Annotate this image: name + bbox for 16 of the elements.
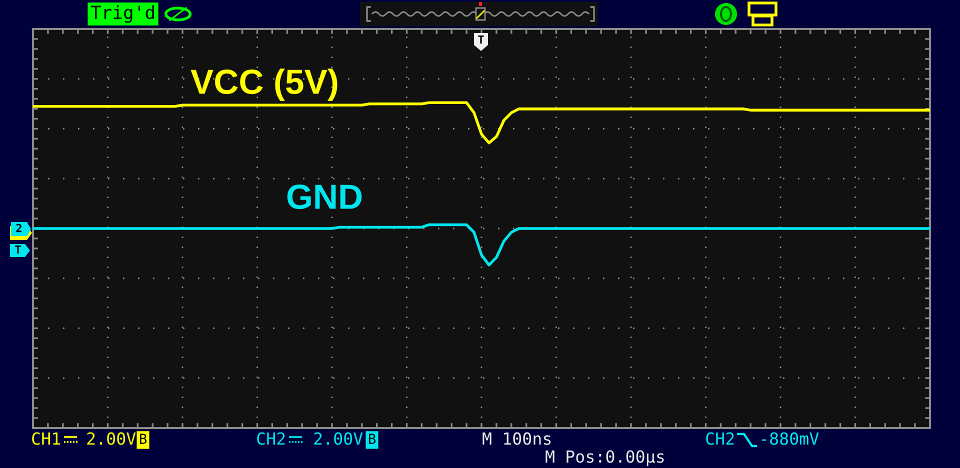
text: M 100ns xyxy=(482,432,551,445)
text: B xyxy=(368,434,376,444)
text: -880mV xyxy=(762,432,819,445)
text: M Pos:0.00µs xyxy=(546,450,664,466)
series-label: VCC (5V) xyxy=(190,68,338,101)
text: T xyxy=(478,35,484,44)
text: B xyxy=(140,434,147,444)
text: CH1 xyxy=(32,432,60,445)
text: 2.00V xyxy=(314,432,363,445)
text: T xyxy=(15,245,21,254)
text: CH2 xyxy=(257,432,285,445)
text: 2.00V xyxy=(87,432,136,445)
series-label: GND xyxy=(287,184,362,210)
text: Trig'd xyxy=(90,5,154,23)
text: 2 xyxy=(16,224,22,232)
text: CH2 xyxy=(706,432,734,445)
